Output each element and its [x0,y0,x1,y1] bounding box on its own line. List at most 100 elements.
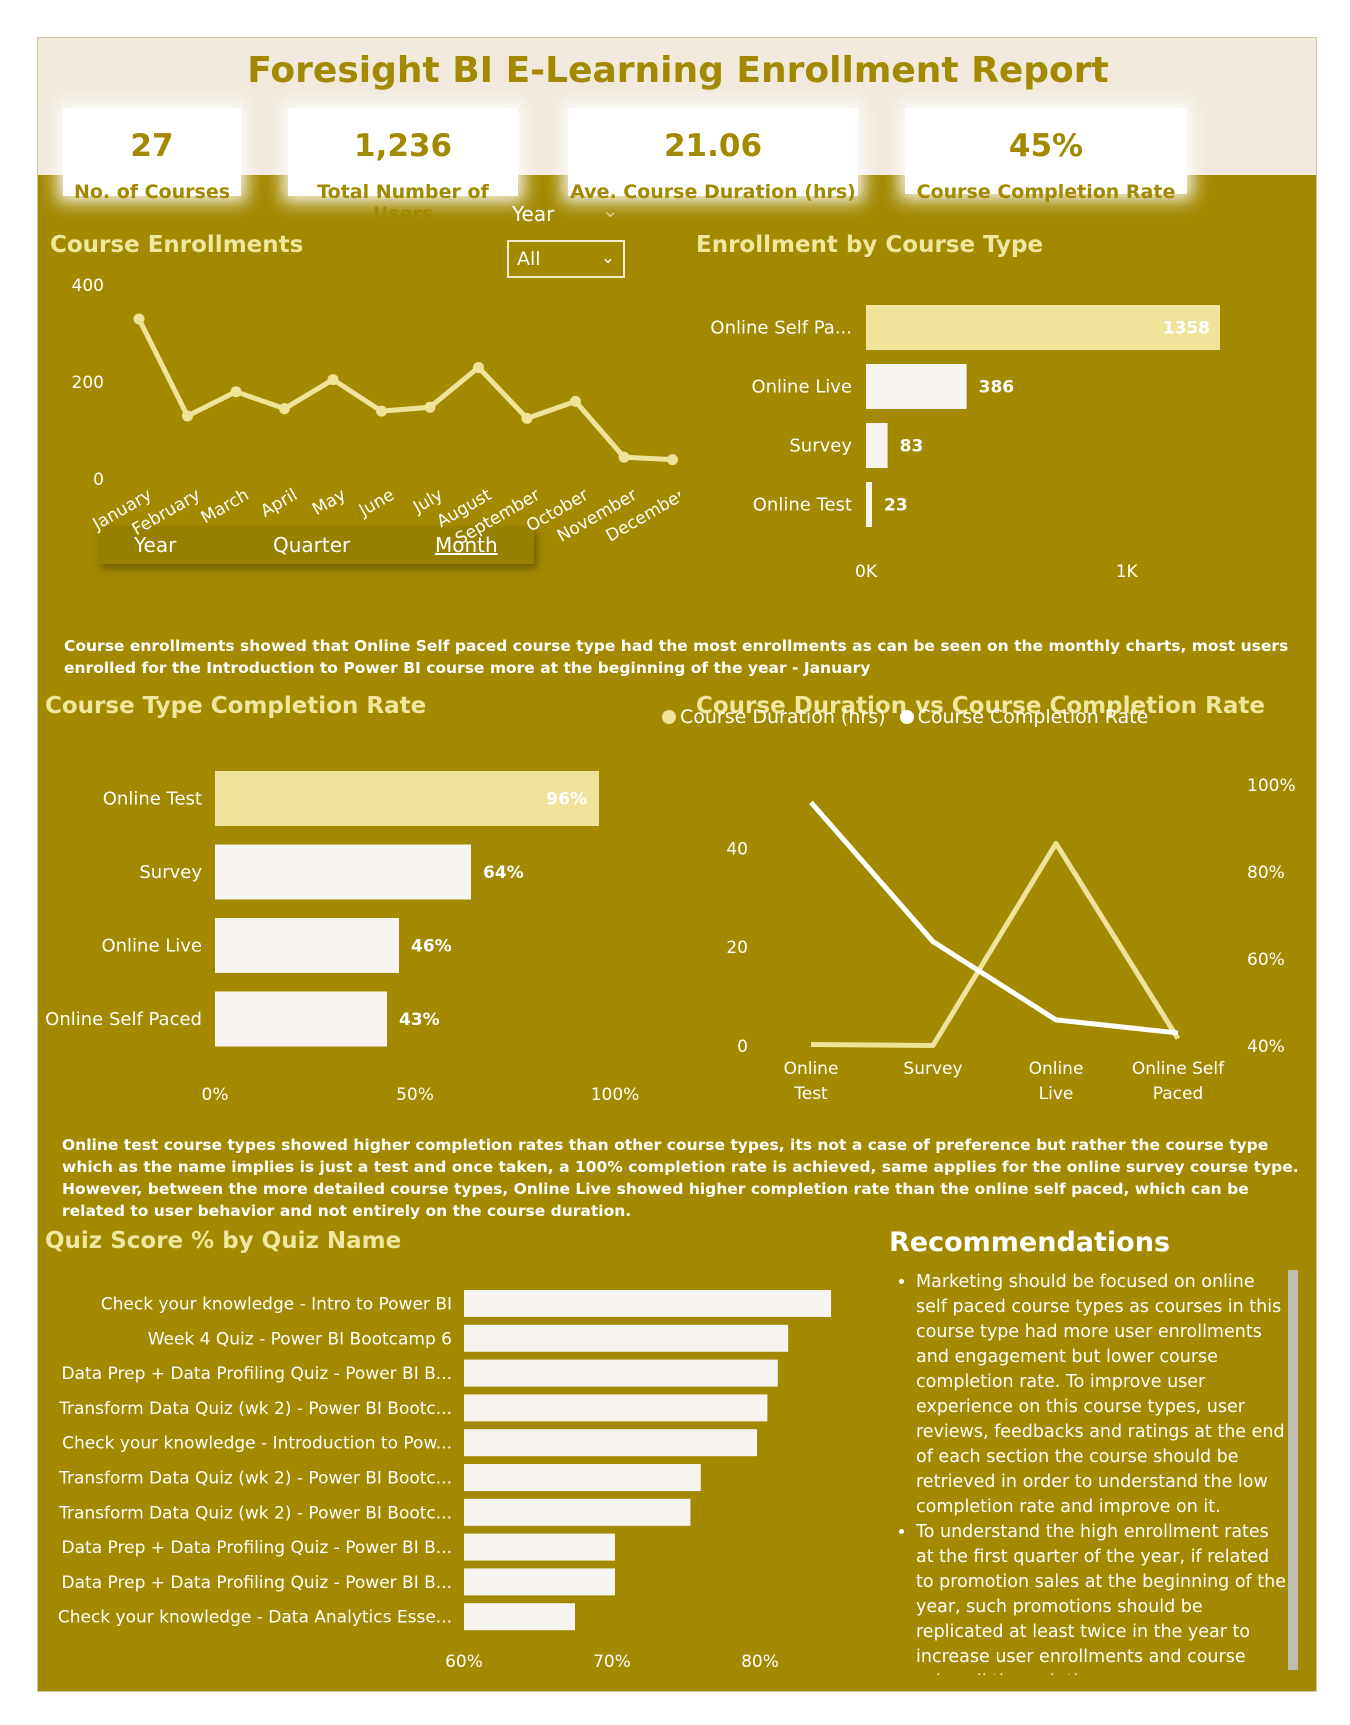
enrollment-by-type-bar-chart: Online Self Pa... 1358 Online Live 386 Surve… [710,305,1220,582]
bar [866,423,888,468]
data-point [230,386,242,398]
category-label: Check your knowledge - Data Analytics Es… [58,1608,452,1628]
y-tick-label: 200 [72,373,104,393]
data-label: 96% [546,790,587,810]
bar [464,1603,575,1631]
y-tick-label-left: 0 [737,1037,748,1057]
data-label: 1358 [1163,319,1210,339]
legend-item-duration: Course Duration (hrs) [662,706,886,728]
y-tick-label: 400 [72,276,104,296]
bar [215,991,387,1047]
x-tick-label: June [355,485,398,521]
data-point [327,374,339,386]
y-tick-label: 0 [93,470,104,490]
x-tick-label: Test [793,1084,828,1104]
quiz-score-bar-chart: Check your knowledge - Intro to Power BI… [58,1290,832,1672]
year-filter-dropdown[interactable]: All ⌄ [507,240,625,278]
x-tick-label: Online [784,1059,839,1079]
kpi-value: 27 [130,128,174,164]
legend-label: Course Duration (hrs) [680,706,886,728]
category-label: Data Prep + Data Profiling Quiz - Power … [62,1573,452,1593]
bar [464,1464,701,1491]
x-tick-label: March [198,485,253,528]
y-tick-label-left: 20 [726,938,748,958]
duration-line [810,840,1181,1049]
year-filter-label: Year [512,202,555,226]
bar [464,1324,789,1352]
kpi-card-users: 1,236 Total Number of Users [288,108,518,225]
completion-narrative: Online test course types showed higher c… [62,1136,1299,1220]
recommendation-item: To understand the high enrollment rates … [916,1520,1288,1675]
enrollment-line [136,317,673,463]
category-label: Online Live [751,377,852,398]
completion-line [809,800,1179,1036]
bar [866,482,872,527]
recommendations-scrollbar[interactable] [1288,1270,1298,1670]
data-label: 43% [399,1010,440,1030]
legend-dot-completion [899,710,914,724]
kpi-label: Total Number of Users [317,181,489,225]
x-tick-label: Paced [1153,1084,1204,1104]
category-label: Week 4 Quiz - Power BI Bootcamp 6 [148,1329,452,1349]
bar [464,1394,768,1422]
kpi-card-duration: 21.06 Ave. Course Duration (hrs) [568,108,858,203]
x-tick-label: 70% [593,1652,631,1672]
category-label: Check your knowledge - Introduction to P… [62,1434,452,1454]
bar [215,918,399,973]
category-label: Data Prep + Data Profiling Quiz - Power … [62,1538,452,1558]
category-label: Online Test [753,495,852,516]
category-label: Online Self Paced [45,1009,202,1030]
y-tick-label-right: 60% [1247,950,1285,970]
drill-year-button[interactable]: Year [134,533,177,557]
y-tick-label-right: 80% [1247,863,1285,883]
kpi-value: 21.06 [663,128,763,164]
drill-month-button[interactable]: Month [435,533,498,557]
bar [464,1359,778,1387]
bar [464,1498,691,1526]
recommendations-panel[interactable]: Marketing should be focused on online se… [898,1270,1288,1675]
duration-vs-completion-title: Course Duration vs Course Completion Rat… [696,693,1265,719]
category-label: Check your knowledge - Intro to Power BI [101,1295,452,1315]
x-tick-label: Online [1029,1059,1084,1079]
bar [215,844,471,900]
bar [215,771,599,826]
data-point [182,410,193,422]
recommendation-item: Marketing should be focused on online se… [916,1270,1288,1520]
chevron-down-icon[interactable]: ⌄ [602,198,619,222]
category-label: Online Live [101,936,202,957]
date-hierarchy-buttons: Year Quarter Month [98,526,534,564]
category-label: Survey [789,436,852,457]
duration-completion-legend: Course Duration (hrs) Course Completion … [662,706,1148,728]
data-point [133,313,145,325]
kpi-label: Ave. Course Duration (hrs) [570,181,856,203]
data-point [376,405,387,417]
y-tick-label-right: 100% [1247,776,1296,796]
enrollments-title: Course Enrollments [50,232,304,258]
y-tick-label-right: 40% [1247,1037,1285,1057]
data-label: 64% [483,863,524,883]
x-tick-label: 1K [1116,562,1139,582]
bar [464,1568,615,1596]
x-tick-label: 0% [202,1085,229,1105]
kpi-label: Course Completion Rate [916,181,1176,203]
recommendations-title: Recommendations [889,1227,1171,1258]
completion-rate-bar-chart: Online Test 96% Survey 64% Online Live 46% Onl… [45,771,639,1105]
data-point [570,395,581,407]
data-label: 23 [884,496,908,516]
x-tick-label: 80% [741,1652,779,1672]
x-tick-label: 50% [396,1085,434,1105]
kpi-card-completion: 45% Course Completion Rate [905,108,1187,203]
bar [464,1533,615,1561]
category-label: Data Prep + Data Profiling Quiz - Power … [62,1364,452,1384]
x-tick-label: Live [1039,1084,1074,1104]
data-label: 386 [979,378,1015,398]
quiz-scores-title: Quiz Score % by Quiz Name [45,1228,402,1254]
kpi-label: No. of Courses [73,181,231,203]
drill-quarter-button[interactable]: Quarter [273,533,351,557]
category-label: Survey [139,862,202,883]
year-filter-value: All [517,248,541,270]
bar [464,1429,758,1457]
kpi-value: 45% [1008,128,1084,164]
kpi-value: 1,236 [353,128,453,164]
enrollment-by-type-title: Enrollment by Course Type [696,232,1044,258]
